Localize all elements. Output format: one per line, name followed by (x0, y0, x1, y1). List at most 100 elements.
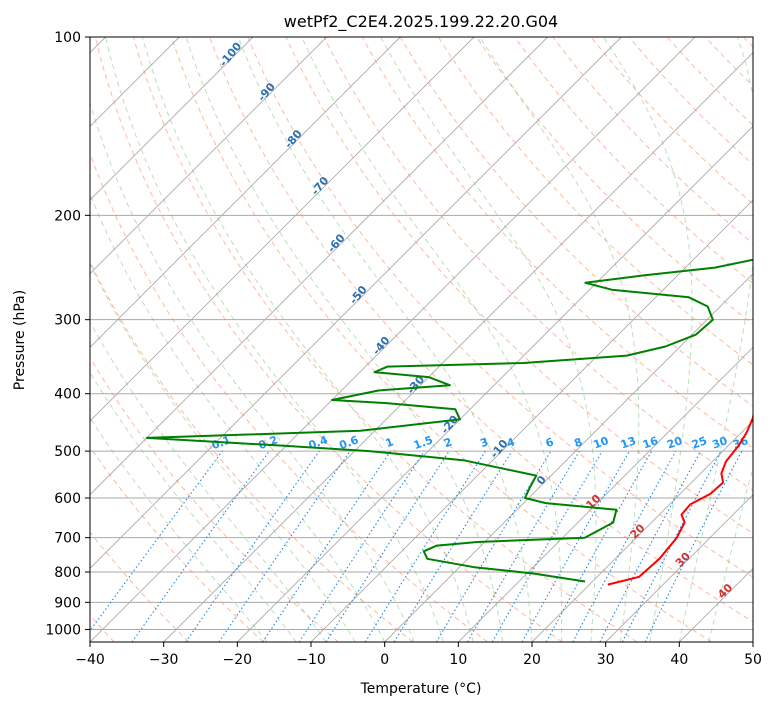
y-tick-label: 700 (54, 531, 81, 547)
dry-adiabat-line (90, 531, 190, 642)
isotherm-line (605, 494, 753, 642)
isotherm-line (90, 37, 401, 348)
mixing-ratio-label: 1 (384, 435, 396, 450)
dry-adiabat-line (90, 356, 339, 642)
dry-adiabat-label: -40 (370, 334, 393, 358)
mixing-ratio-line (131, 450, 270, 642)
mixing-ratio-label: 10 (592, 434, 611, 452)
mixing-ratio-label: 30 (710, 434, 729, 452)
mixing-ratio-label: 2 (442, 435, 454, 450)
dry-adiabat-line (90, 260, 414, 642)
moist-adiabat-line (678, 37, 753, 642)
isotherm-line (237, 125, 753, 642)
moist-adiabat-line (90, 101, 415, 642)
moist-adiabat-line (90, 262, 356, 642)
mixing-ratio-line (545, 450, 653, 642)
x-tick-label: −10 (296, 652, 326, 668)
mixing-ratio-label: 0.6 (338, 433, 361, 452)
x-tick-label: 20 (523, 652, 541, 668)
mixing-ratio-line (491, 450, 603, 642)
y-tick-label: 1000 (45, 622, 81, 638)
moist-adiabat-label: 30 (673, 549, 693, 569)
moist-adiabat-line (603, 37, 693, 642)
chart-title: wetPf2_C2E4.2025.199.22.20.G04 (284, 12, 558, 32)
mixing-ratio-label: 13 (619, 434, 638, 451)
mixing-ratio-label: 1.5 (412, 433, 435, 452)
mixing-ratio-label: 6 (544, 435, 556, 450)
mixing-ratio-label: 4 (505, 435, 517, 450)
moist-adiabat-line (380, 37, 597, 642)
background-lines (90, 37, 753, 642)
x-tick-label: −20 (223, 652, 253, 668)
dry-adiabat-line (399, 37, 753, 407)
moist-adiabat-label: 20 (628, 521, 648, 541)
sounding-lines (145, 258, 753, 586)
isotherm-line (90, 37, 254, 201)
y-tick-label: 900 (54, 595, 81, 611)
dry-adiabat-line (743, 37, 753, 48)
x-tick-label: 40 (670, 652, 688, 668)
isotherm-line (90, 37, 475, 422)
dry-adiabat-line (323, 37, 753, 491)
moist-adiabat-line (90, 192, 386, 642)
y-axis-title: Pressure (hPa) (12, 290, 28, 390)
dry-adiabat-line (437, 37, 753, 366)
y-tick-label: 100 (54, 30, 81, 46)
isotherm-line (458, 346, 753, 642)
dry-adiabat-label: -90 (255, 80, 278, 104)
y-tick-label: 400 (54, 387, 81, 403)
y-tick-label: 200 (54, 208, 81, 224)
x-tick-label: −30 (149, 652, 179, 668)
mixing-ratio-label: 25 (690, 434, 709, 451)
dry-adiabat-label: -100 (217, 40, 245, 70)
mixing-ratio-label: 8 (572, 435, 584, 450)
mixing-ratio-line (218, 450, 351, 642)
moist-adiabat-line (301, 37, 563, 642)
y-tick-label: 300 (54, 313, 81, 329)
isotherm-line (531, 420, 753, 642)
mixing-ratio-label: 16 (641, 434, 660, 452)
mixing-ratio-line (467, 450, 580, 642)
moist-adiabat-line (142, 37, 474, 642)
mixing-ratio-line (364, 450, 486, 642)
isotherm-line (90, 37, 696, 642)
dry-adiabat-line (285, 37, 753, 535)
plot-frame (89, 36, 754, 643)
isotherm-line (90, 37, 622, 569)
y-tick-label: 800 (54, 565, 81, 581)
mixing-ratio-line (325, 450, 450, 642)
x-tick-label: −40 (75, 652, 105, 668)
mixing-ratio-line (90, 450, 223, 632)
axes: −40 −30 −20 −10 0 10 20 30 40 5010020030040050060… (45, 30, 762, 668)
x-tick-label: 50 (744, 652, 762, 668)
dry-adiabat-label: -50 (347, 283, 370, 307)
mixing-ratio-label: 20 (665, 434, 684, 452)
dry-adiabat-line (94, 37, 563, 642)
dry-adiabat-label: -80 (282, 127, 305, 151)
moist-adiabat-line (105, 37, 445, 642)
moist-adiabat-line (479, 37, 640, 642)
dry-adiabat-line (704, 37, 753, 87)
dry-adiabat-line (247, 37, 753, 578)
moist-adiabat-line (185, 37, 503, 642)
mixing-ratio-line (521, 450, 630, 642)
moist-adiabat-line (237, 37, 533, 642)
mixing-ratio-line (185, 450, 320, 642)
dry-adiabat-line (209, 37, 753, 623)
line-labels: 0.1 0.2 0.4 0.6 1 1.5 2 3 4 6 8 10 13 16 20 25 30 36-100-… (210, 40, 750, 602)
moist-adiabat-line (90, 417, 268, 642)
x-tick-label: 0 (380, 652, 389, 668)
isotherm-line (752, 641, 753, 642)
x-tick-label: 10 (449, 652, 467, 668)
isotherm-line (163, 52, 753, 642)
temperature-profile-line (607, 412, 753, 586)
isotherm-line (384, 273, 753, 642)
mixing-ratio-line (262, 450, 392, 642)
x-tick-label: 30 (597, 652, 615, 668)
dewpoint-profile-line (145, 258, 753, 583)
dry-adiabat-line (361, 37, 753, 449)
mixing-ratio-label: 0.2 (257, 433, 280, 452)
x-axis-title: Temperature (°C) (360, 681, 482, 697)
isotherm-line (90, 37, 548, 496)
isotherm-line (90, 37, 327, 275)
